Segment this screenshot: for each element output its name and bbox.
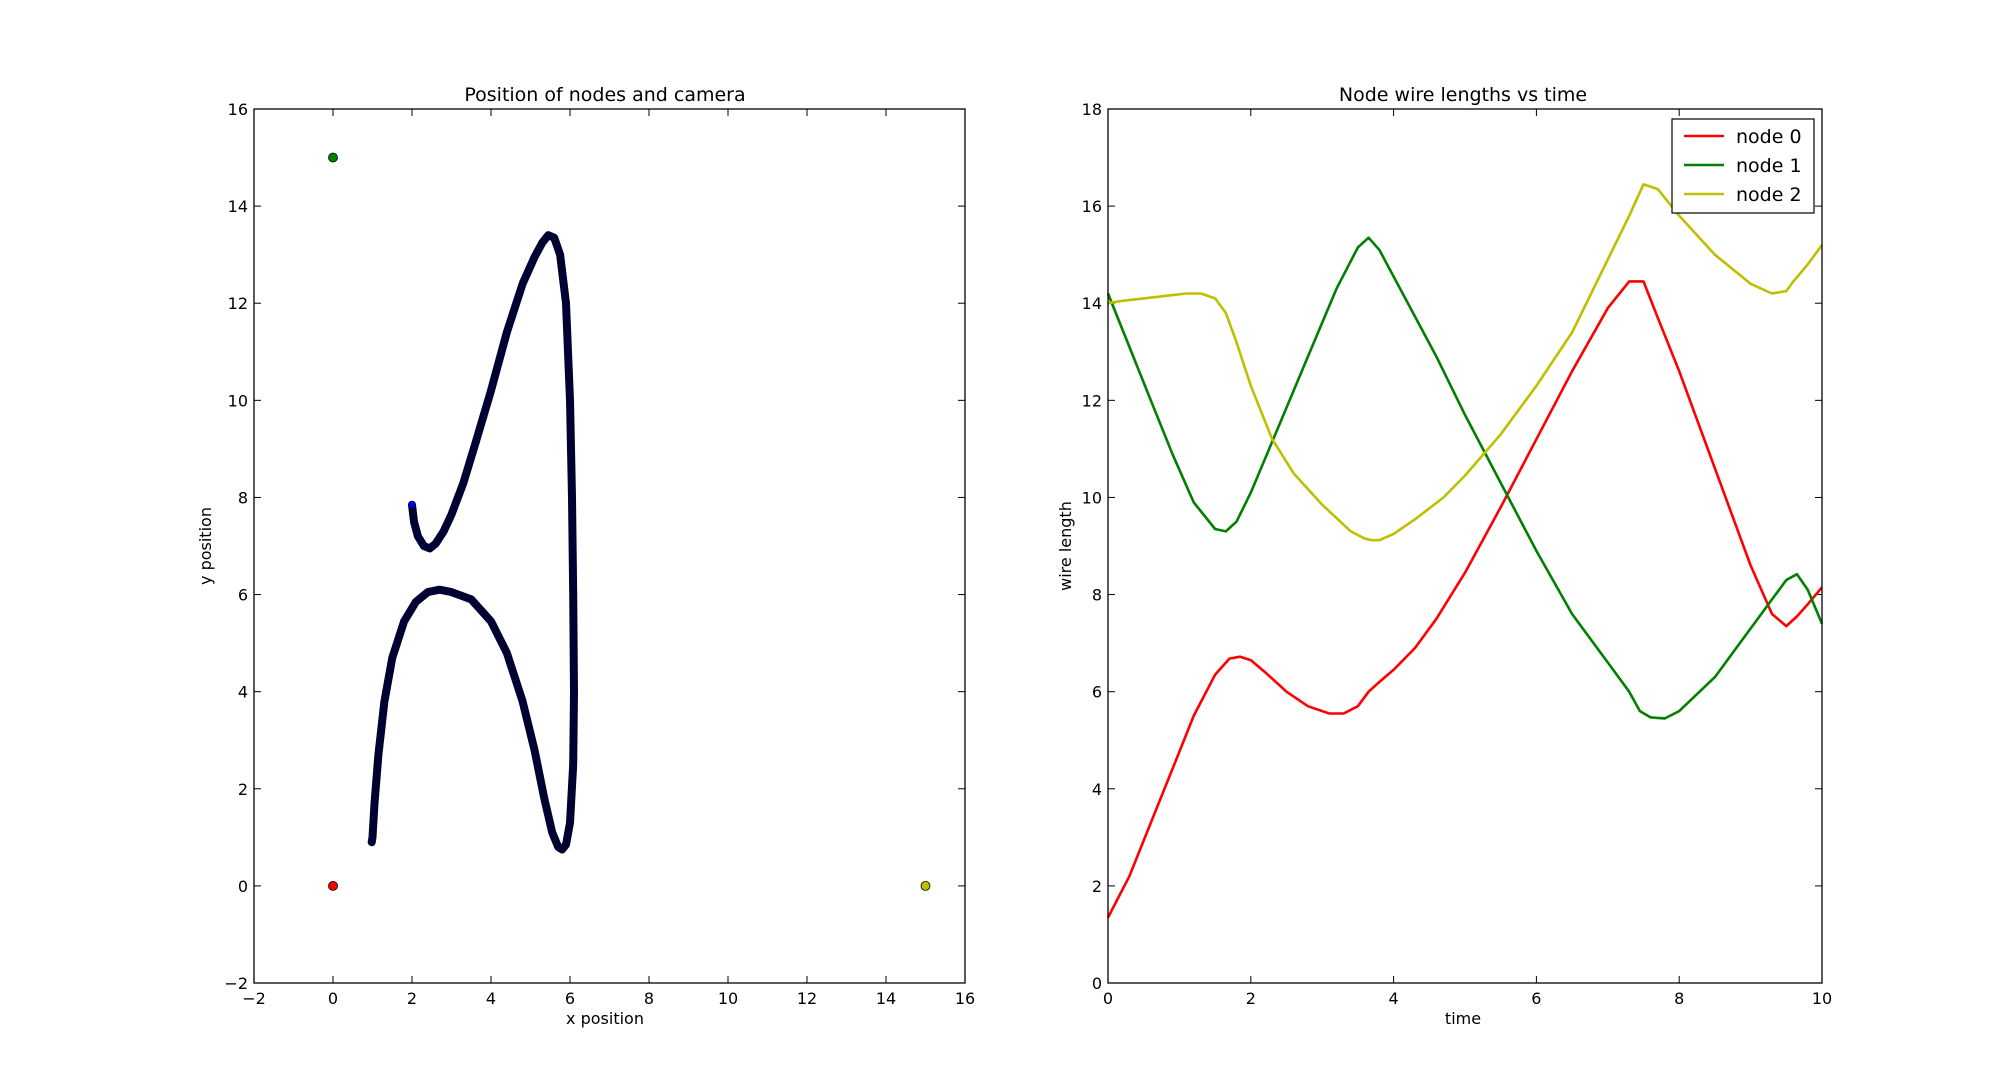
plot-frame <box>253 108 966 984</box>
y-tick-label: 0 <box>238 877 248 896</box>
x-tick-label: 6 <box>1531 989 1541 1008</box>
node-point-0 <box>328 880 338 891</box>
node-point-2 <box>920 880 931 891</box>
y-tick-label: 6 <box>1092 683 1102 702</box>
y-tick-labels: −2 0 2 4 6 8 10 12 14 16 <box>224 100 248 993</box>
x-axis-label: time <box>1445 1009 1481 1028</box>
x-axis-label: x position <box>566 1009 644 1028</box>
x-tick-label: 12 <box>797 989 817 1008</box>
x-tick-label: 0 <box>1103 989 1113 1008</box>
y-axis-label: wire length <box>1056 501 1075 591</box>
x-tick-labels: 0 2 4 6 8 10 <box>1103 989 1832 1008</box>
y-tick-label: 8 <box>1092 586 1102 605</box>
plot-area <box>1106 183 1824 919</box>
camera-path <box>367 231 578 854</box>
y-tick-label: 2 <box>1092 877 1102 896</box>
y-tick-label: −2 <box>224 974 248 993</box>
chart-title: Position of nodes and camera <box>464 84 745 106</box>
plot-frame <box>1107 108 1823 984</box>
chart-title: Node wire lengths vs time <box>1339 84 1587 106</box>
tick-marks <box>1107 108 1823 984</box>
plot-area <box>328 152 931 891</box>
y-tick-label: 16 <box>228 100 248 119</box>
x-tick-label: 16 <box>955 989 975 1008</box>
x-tick-label: 14 <box>876 989 896 1008</box>
x-tick-label: 4 <box>1389 989 1399 1008</box>
wire-length-chart: Node wire lengths vs time time wire leng… <box>1056 84 1832 1028</box>
y-tick-label: 14 <box>1082 294 1102 313</box>
x-tick-label: 8 <box>1674 989 1684 1008</box>
x-tick-label: −2 <box>242 989 266 1008</box>
x-tick-label: 8 <box>644 989 654 1008</box>
x-tick-label: 10 <box>1812 989 1832 1008</box>
y-tick-label: 10 <box>1082 488 1102 507</box>
x-tick-label: 6 <box>565 989 575 1008</box>
series-line-0 <box>1106 280 1823 919</box>
y-tick-label: 0 <box>1092 974 1102 993</box>
legend-label: node 2 <box>1736 184 1802 206</box>
legend: node 0 node 1 node 2 <box>1671 118 1815 214</box>
y-tick-label: 12 <box>228 294 248 313</box>
series-line-2 <box>1107 183 1824 542</box>
x-tick-label: 0 <box>328 989 338 1008</box>
y-tick-label: 4 <box>1092 780 1102 799</box>
y-tick-label: 8 <box>238 488 248 507</box>
x-tick-label: 10 <box>718 989 738 1008</box>
y-tick-label: 4 <box>238 683 248 702</box>
x-tick-labels: −2 0 2 4 6 8 10 12 14 16 <box>242 989 975 1008</box>
camera-start-point <box>409 501 415 508</box>
y-tick-label: 6 <box>238 586 248 605</box>
y-axis-label: y position <box>196 507 215 585</box>
x-tick-label: 4 <box>486 989 496 1008</box>
series-line-1 <box>1106 236 1824 720</box>
y-tick-label: 2 <box>238 780 248 799</box>
node-point-1 <box>328 152 338 163</box>
tick-marks <box>253 108 966 984</box>
y-tick-labels: 0 2 4 6 8 10 12 14 16 18 <box>1082 100 1102 993</box>
position-chart: Position of nodes and camera x position … <box>196 84 975 1028</box>
y-tick-label: 14 <box>228 197 248 216</box>
legend-label: node 0 <box>1736 126 1802 148</box>
y-tick-label: 16 <box>1082 197 1102 216</box>
y-tick-label: 18 <box>1082 100 1102 119</box>
x-tick-label: 2 <box>1246 989 1256 1008</box>
y-tick-label: 12 <box>1082 391 1102 410</box>
legend-label: node 1 <box>1736 155 1802 177</box>
y-tick-label: 10 <box>228 391 248 410</box>
x-tick-label: 2 <box>407 989 417 1008</box>
